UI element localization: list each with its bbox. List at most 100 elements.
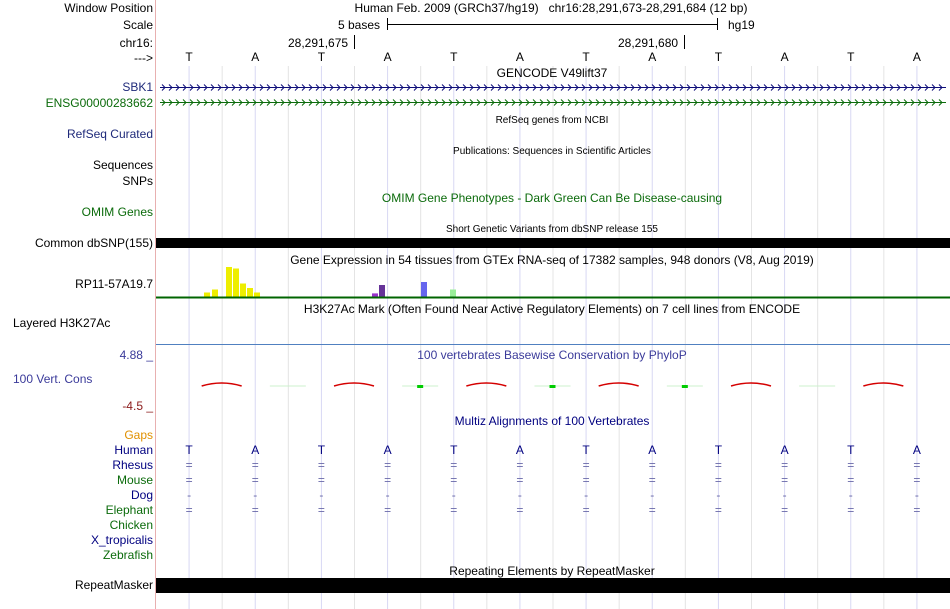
strand-arrow bbox=[567, 84, 572, 91]
dbsnp-track-label[interactable]: Common dbSNP(155) bbox=[34, 236, 153, 250]
gaps-label[interactable]: Gaps bbox=[124, 428, 153, 442]
strand-arrow bbox=[644, 99, 649, 106]
strand-arrow bbox=[861, 84, 866, 91]
strand-arrow bbox=[287, 84, 292, 91]
strand-arrow bbox=[238, 99, 243, 106]
dbsnp-track-title[interactable]: Short Genetic Variants from dbSNP releas… bbox=[446, 224, 658, 235]
reference-base: T bbox=[847, 50, 855, 64]
strand-arrow bbox=[868, 99, 873, 106]
strand-arrow bbox=[217, 99, 222, 106]
phylop-min-label: -4.5 _ bbox=[122, 399, 153, 413]
strand-arrow bbox=[266, 84, 271, 91]
alignment-base: = bbox=[384, 473, 392, 487]
strand-arrow bbox=[385, 99, 390, 106]
pubs-snps-label[interactable]: SNPs bbox=[122, 174, 153, 188]
alignment-base: - bbox=[584, 488, 589, 502]
alignment-base: - bbox=[782, 488, 787, 502]
gtex-bar-chart[interactable] bbox=[156, 266, 950, 300]
strand-arrow bbox=[805, 99, 810, 106]
gencode-track-title[interactable]: GENCODE V49lift37 bbox=[496, 66, 608, 80]
alignment-base: = bbox=[582, 458, 590, 472]
strand-arrow bbox=[826, 84, 831, 91]
strand-arrow bbox=[602, 99, 607, 106]
reference-base: T bbox=[185, 50, 193, 64]
strand-arrow bbox=[819, 84, 824, 91]
strand-arrow bbox=[770, 99, 775, 106]
gtex-gene-label[interactable]: RP11-57A19.7 bbox=[75, 277, 153, 291]
strand-arrow bbox=[700, 84, 705, 91]
pubs-sequences-label[interactable]: Sequences bbox=[92, 158, 153, 172]
species-label-elephant[interactable]: Elephant bbox=[105, 503, 153, 517]
strand-arrow bbox=[889, 99, 894, 106]
strand-arrow bbox=[378, 84, 383, 91]
strand-arrow bbox=[791, 99, 796, 106]
alignment-base: = bbox=[648, 503, 656, 517]
strand-arrow bbox=[588, 99, 593, 106]
alignment-base: = bbox=[450, 473, 458, 487]
strand-arrow bbox=[903, 99, 908, 106]
strand-arrow bbox=[658, 99, 663, 106]
species-label-x_tropicalis[interactable]: X_tropicalis bbox=[90, 533, 153, 547]
strand-arrow bbox=[665, 84, 670, 91]
species-label-chicken[interactable]: Chicken bbox=[109, 518, 153, 532]
strand-arrow bbox=[651, 84, 656, 91]
species-label-mouse[interactable]: Mouse bbox=[116, 473, 153, 487]
strand-arrow bbox=[854, 99, 859, 106]
assembly-text: Human Feb. 2009 (GRCh37/hg19) bbox=[354, 1, 539, 15]
omim-track-title[interactable]: OMIM Gene Phenotypes - Dark Green Can Be… bbox=[381, 191, 723, 205]
gtex-track-title[interactable]: Gene Expression in 54 tissues from GTEx … bbox=[290, 253, 814, 267]
reference-base: A bbox=[515, 50, 524, 64]
strand-arrow bbox=[322, 84, 327, 91]
dbsnp-feature-bar[interactable] bbox=[156, 238, 950, 248]
h3k27ac-track-label[interactable]: Layered H3K27Ac bbox=[13, 316, 111, 330]
repeatmasker-track-title[interactable]: Repeating Elements by RepeatMasker bbox=[449, 564, 655, 578]
strand-arrow bbox=[182, 84, 187, 91]
strand-arrow bbox=[756, 84, 761, 91]
coord-right: 28,291,680 bbox=[618, 36, 679, 50]
species-label-dog[interactable]: Dog bbox=[130, 488, 153, 502]
strand-arrow bbox=[644, 84, 649, 91]
gene-sbk1-label[interactable]: SBK1 bbox=[122, 80, 153, 94]
strand-arrow bbox=[315, 99, 320, 106]
strand-arrow bbox=[462, 84, 467, 91]
coord-left: 28,291,675 bbox=[288, 36, 349, 50]
strand-arrow bbox=[455, 99, 460, 106]
omim-track-label[interactable]: OMIM Genes bbox=[81, 205, 153, 219]
h3k27ac-track-title[interactable]: H3K27Ac Mark (Often Found Near Active Re… bbox=[303, 302, 801, 316]
pubs-track-title[interactable]: Publications: Sequences in Scientific Ar… bbox=[453, 146, 651, 157]
phylop-value bbox=[333, 382, 375, 387]
phylop-value bbox=[201, 382, 242, 387]
phylop-track-label[interactable]: 100 Vert. Cons bbox=[13, 372, 93, 386]
multiz-track-title[interactable]: Multiz Alignments of 100 Vertebrates bbox=[454, 414, 650, 428]
species-label-rhesus[interactable]: Rhesus bbox=[112, 458, 153, 472]
strand-arrow bbox=[357, 84, 362, 91]
sbk1-gene-line[interactable] bbox=[160, 83, 946, 92]
repeatmasker-feature-bar[interactable] bbox=[156, 578, 950, 593]
strand-arrow bbox=[511, 84, 516, 91]
strand-arrow bbox=[574, 84, 579, 91]
coord-left-tick bbox=[354, 35, 355, 49]
refseq-track-label[interactable]: RefSeq Curated bbox=[66, 127, 153, 141]
phylop-value bbox=[534, 385, 571, 388]
refseq-track-title[interactable]: RefSeq genes from NCBI bbox=[495, 115, 609, 126]
gene-ensg-label[interactable]: ENSG00000283662 bbox=[45, 96, 153, 110]
strand-arrow bbox=[252, 99, 257, 106]
strand-arrow bbox=[406, 84, 411, 91]
phylop-track-title[interactable]: 100 vertebrates Basewise Conservation by… bbox=[417, 348, 687, 362]
species-label-human[interactable]: Human bbox=[114, 443, 153, 457]
alignment-base: = bbox=[516, 503, 524, 517]
repeatmasker-track-label[interactable]: RepeatMasker bbox=[74, 578, 153, 592]
strand-arrow bbox=[280, 84, 285, 91]
ensg-gene-line[interactable] bbox=[160, 98, 946, 107]
strand-arrow bbox=[574, 99, 579, 106]
alignment-base: = bbox=[913, 458, 921, 472]
strand-arrow bbox=[273, 84, 278, 91]
strand-arrow bbox=[308, 99, 313, 106]
phylop-plot[interactable] bbox=[156, 370, 950, 400]
alignment-base: A bbox=[648, 443, 657, 457]
strand-arrow bbox=[175, 84, 180, 91]
species-label-zebrafish[interactable]: Zebrafish bbox=[102, 548, 153, 562]
strand-arrow bbox=[595, 99, 600, 106]
strand-arrow bbox=[777, 84, 782, 91]
gtex-tissue-bar bbox=[240, 283, 246, 297]
